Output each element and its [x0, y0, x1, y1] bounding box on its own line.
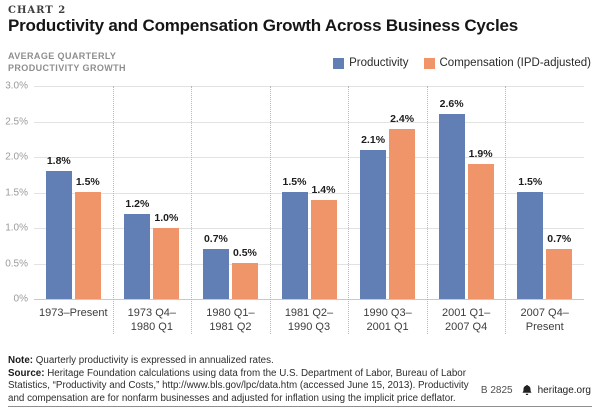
- gridline: [34, 299, 584, 300]
- gridline: [34, 192, 584, 194]
- y-tick-label: 2.5%: [5, 116, 28, 127]
- x-category-label: 1980 Q1– 1981 Q2: [206, 307, 255, 333]
- bar-compensation: [74, 192, 101, 299]
- y-tick-label: 1.0%: [5, 222, 28, 234]
- source-text: Heritage Foundation calculations using d…: [8, 367, 469, 404]
- legend-label-productivity: Productivity: [349, 57, 409, 69]
- bar-value-label: 1.2%: [125, 198, 150, 210]
- source-label: Source:: [8, 367, 45, 379]
- branding: B 2825 heritage.org: [481, 384, 591, 396]
- category-separator: [269, 86, 271, 334]
- bar-value-label: 2.4%: [390, 113, 415, 125]
- productivity-swatch-icon: [333, 57, 345, 69]
- bar-compensation: [467, 164, 494, 299]
- liberty-bell-icon: [521, 384, 533, 396]
- bar-productivity: [45, 171, 72, 299]
- source-line: Source: Heritage Foundation calculations…: [8, 368, 482, 406]
- bar-value-label: 1.8%: [46, 155, 71, 167]
- x-category-label: 1981 Q2– 1990 Q3: [284, 307, 334, 333]
- category-separator: [426, 86, 428, 334]
- y-tick-label: 0.5%: [5, 258, 28, 269]
- legend-item-productivity: Productivity: [333, 57, 409, 69]
- bar-value-label: 1.4%: [311, 184, 336, 196]
- x-category-label: 1973 Q4– 1980 Q1: [127, 307, 176, 333]
- compensation-swatch-icon: [423, 57, 435, 69]
- bar-compensation: [310, 200, 337, 299]
- bottom-divider: [8, 406, 592, 407]
- y-axis-title-line1: AVERAGE QUARTERLY: [8, 51, 117, 61]
- footnotes: Note: Quarterly productivity is expresse…: [8, 355, 482, 405]
- note-label: Note:: [8, 355, 34, 366]
- bar-value-label: 1.9%: [468, 148, 493, 160]
- x-category-label: 1990 Q3– 2001 Q1: [363, 307, 412, 333]
- y-tick-label: 3.0%: [5, 80, 28, 92]
- bar-value-label: 1.0%: [154, 212, 179, 224]
- bar-value-label: 1.5%: [282, 176, 307, 188]
- y-tick-label: 2.0%: [5, 151, 28, 163]
- x-category-label: 2007 Q4– Present: [520, 307, 569, 333]
- bar-productivity: [360, 150, 387, 299]
- note-line: Note: Quarterly productivity is expresse…: [8, 355, 482, 368]
- bar-compensation: [153, 228, 180, 299]
- legend-label-compensation: Compensation (IPD-adjusted): [439, 57, 592, 69]
- y-tick-label: 1.5%: [5, 187, 28, 198]
- legend: Productivity Compensation (IPD-adjusted): [333, 57, 591, 69]
- y-axis-title-line2: PRODUCTIVITY GROWTH: [8, 63, 126, 73]
- y-tick-label: 0%: [13, 293, 28, 305]
- category-separator: [348, 86, 350, 334]
- bar-productivity: [202, 249, 229, 299]
- bar-compensation: [546, 249, 573, 299]
- bar-value-label: 1.5%: [518, 176, 543, 188]
- site-link[interactable]: heritage.org: [537, 384, 591, 396]
- page-title: Productivity and Compensation Growth Acr…: [8, 16, 518, 35]
- gridline: [34, 157, 584, 158]
- category-separator: [191, 86, 193, 334]
- bar-productivity: [438, 114, 465, 299]
- bar-value-label: 1.5%: [75, 176, 100, 188]
- legend-item-compensation: Compensation (IPD-adjusted): [423, 57, 592, 69]
- gridline: [34, 263, 584, 265]
- bar-compensation: [231, 263, 258, 299]
- note-text: Quarterly productivity is expressed in a…: [33, 355, 274, 366]
- y-axis-title: AVERAGE QUARTERLY PRODUCTIVITY GROWTH: [8, 50, 126, 74]
- report-code: B 2825: [480, 384, 513, 396]
- chart-number: CHART 2: [8, 5, 67, 16]
- bar-value-label: 0.7%: [547, 233, 572, 245]
- x-category-label: 2001 Q1– 2007 Q4: [441, 307, 491, 333]
- bar-productivity: [517, 192, 544, 299]
- plot-area: 3.0% 2.5% 2.0% 1.5% 1.0% 0.5% 0% 1.8% 1.5% 1973–P…: [5, 81, 584, 334]
- bar-productivity: [124, 214, 151, 299]
- bar-value-label: 2.1%: [361, 134, 386, 146]
- bar-productivity: [281, 192, 308, 299]
- bar-value-label: 2.6%: [439, 98, 464, 110]
- bar-value-label: 0.5%: [232, 247, 257, 259]
- gridline: [34, 86, 584, 87]
- x-category-label: 1973–Present: [39, 307, 108, 319]
- bar-value-label: 0.7%: [203, 233, 228, 245]
- gridline: [34, 121, 584, 123]
- gridline: [34, 228, 584, 229]
- category-separator: [112, 86, 114, 334]
- category-separator: [505, 86, 507, 334]
- bar-compensation: [389, 129, 416, 299]
